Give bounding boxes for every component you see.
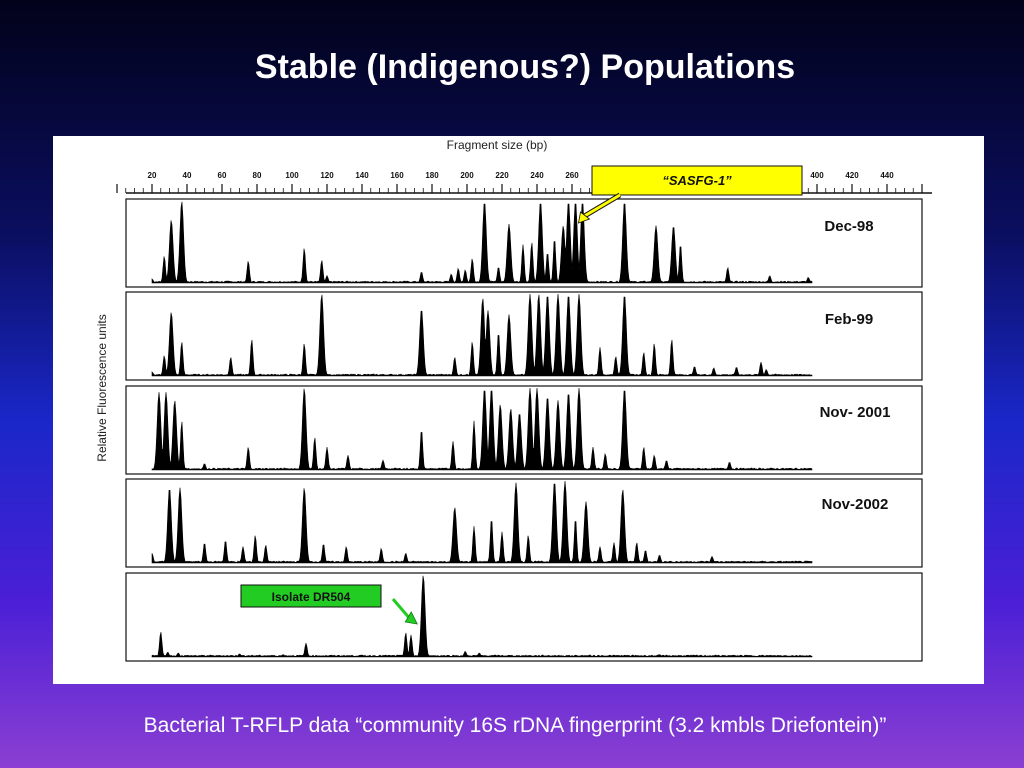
x-tick-label: 100: [285, 171, 299, 180]
x-tick-label: 20: [148, 171, 157, 180]
isolate-label: Isolate DR504: [272, 590, 351, 604]
series-trace: [151, 480, 813, 564]
x-tick-label: 160: [390, 171, 404, 180]
y-axis-title: Relative Fluorescence units: [95, 314, 109, 461]
isolate-arrow-shaft: [391, 598, 411, 619]
series-trace: [151, 575, 813, 658]
slide-title: Stable (Indigenous?) Populations: [254, 48, 796, 86]
x-tick-label: 120: [320, 171, 334, 180]
series-trace: [151, 387, 813, 471]
x-tick-label: 420: [845, 171, 859, 180]
x-tick-label: 400: [810, 171, 824, 180]
series-trace: [151, 201, 813, 284]
x-tick-label: 60: [218, 171, 227, 180]
panel-frame: [125, 291, 923, 381]
series-trace: [151, 293, 813, 377]
trflp-chart: Fragment size (bp) 20 40 60 80 100 120 140 160 18…: [95, 138, 932, 662]
x-tick-label: 180: [425, 171, 439, 180]
isolate-label-box: [240, 584, 382, 608]
figure-panel: Fragment size (bp) 20 40 60 80 100 120 140 160 18…: [53, 136, 984, 684]
series-label: Dec-98: [824, 218, 873, 235]
panel-frame: [125, 198, 923, 288]
x-tick-label: 440: [880, 171, 894, 180]
panel-frame: [125, 385, 923, 475]
sasfg-arrow-shaft: [583, 193, 621, 218]
panel-frame: [125, 572, 923, 662]
x-axis-title: Fragment size (bp): [447, 138, 548, 152]
x-tick-label: 240: [530, 171, 544, 180]
isolate-arrow-head: [404, 611, 418, 625]
x-tick-label: 200: [460, 171, 474, 180]
slide-caption: Bacterial T-RFLP data “community 16S rDN…: [143, 714, 887, 737]
sasfg-label-box: [591, 165, 803, 196]
panel-frame: [125, 478, 923, 568]
sasfg-label: “SASFG-1”: [662, 173, 732, 188]
series-label: Nov-2002: [822, 496, 889, 513]
x-tick-label: 260: [565, 171, 579, 180]
x-tick-label: 220: [495, 171, 509, 180]
series-label: Nov- 2001: [820, 404, 891, 421]
series-label: Feb-99: [825, 311, 873, 328]
x-tick-label: 80: [253, 171, 262, 180]
x-tick-label: 40: [183, 171, 192, 180]
x-tick-label: 140: [355, 171, 369, 180]
sasfg-arrow-head: [577, 211, 591, 224]
